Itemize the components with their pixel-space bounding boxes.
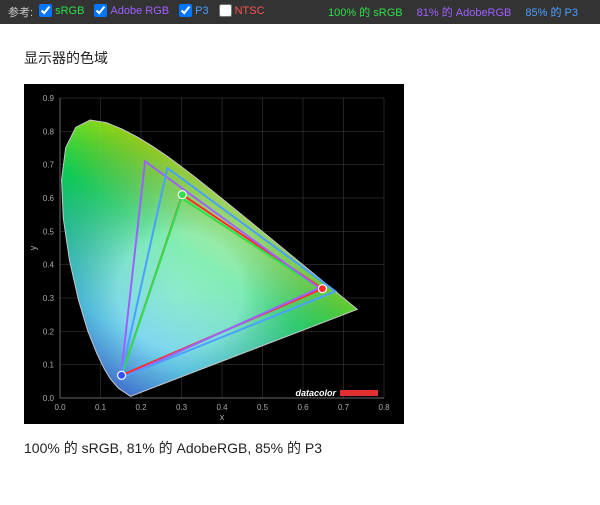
primary-marker [178,191,186,199]
svg-text:0.5: 0.5 [257,403,269,412]
gamut-checkbox-adobe-rgb[interactable]: Adobe RGB [94,4,169,17]
svg-text:0.9: 0.9 [43,94,55,103]
gamut-checkbox-ntsc[interactable]: NTSC [219,4,265,17]
gamut-checkbox-p3[interactable]: P3 [179,4,208,17]
checkbox-label: Adobe RGB [110,5,169,17]
svg-text:0.8: 0.8 [43,127,55,136]
svg-text:0.6: 0.6 [297,403,309,412]
svg-text:0.0: 0.0 [54,403,66,412]
svg-text:0.1: 0.1 [95,403,107,412]
svg-text:0.3: 0.3 [176,403,188,412]
checkbox-label: NTSC [235,5,265,17]
chart-caption: 100% 的 sRGB, 81% 的 AdobeRGB, 85% 的 P3 [24,438,576,458]
svg-text:0.2: 0.2 [43,327,55,336]
svg-text:0.6: 0.6 [43,194,55,203]
svg-text:0.3: 0.3 [43,294,55,303]
svg-text:0.0: 0.0 [43,394,55,403]
svg-text:0.7: 0.7 [43,161,55,170]
svg-text:0.7: 0.7 [338,403,350,412]
primary-marker [318,285,326,293]
content-area: 显示器的色域 0.0 0.1 0.2 0.3 0.4 0.5 0.6 0.7 0.8 0.0 0.1… [0,24,600,474]
svg-text:0.8: 0.8 [378,403,390,412]
chromaticity-chart: 0.0 0.1 0.2 0.3 0.4 0.5 0.6 0.7 0.8 0.0 0.1 0.2 0.3 0… [24,84,404,424]
svg-text:0.4: 0.4 [43,261,55,270]
checkbox-input[interactable] [94,4,107,17]
reference-toolbar: 参考: sRGB Adobe RGB P3 NTSC 100% 的 sRGB 81% 的… [0,0,600,24]
gamut-readouts: 100% 的 sRGB 81% 的 AdobeRGB 85% 的 P3 [328,4,592,20]
svg-text:0.4: 0.4 [216,403,228,412]
checkbox-label: P3 [195,5,208,17]
brand-bar [340,390,378,396]
svg-text:y: y [28,245,38,250]
svg-text:0.1: 0.1 [43,361,55,370]
section-title: 显示器的色域 [24,48,576,68]
svg-text:x: x [220,412,225,422]
gamut-readout: 100% 的 sRGB [328,7,403,19]
checkbox-group: sRGB Adobe RGB P3 NTSC [39,4,274,20]
checkbox-label: sRGB [55,5,84,17]
checkbox-input[interactable] [219,4,232,17]
gamut-readout: 81% 的 AdobeRGB [417,7,512,19]
svg-text:0.5: 0.5 [43,227,55,236]
brand-badge: datacolor [295,388,378,398]
gamut-readout: 85% 的 P3 [525,7,578,19]
brand-text: datacolor [295,388,336,398]
svg-text:0.2: 0.2 [135,403,147,412]
checkbox-input[interactable] [179,4,192,17]
reference-label: 参考: [8,4,33,20]
gamut-checkbox-srgb[interactable]: sRGB [39,4,84,17]
checkbox-input[interactable] [39,4,52,17]
primary-marker [118,371,126,379]
